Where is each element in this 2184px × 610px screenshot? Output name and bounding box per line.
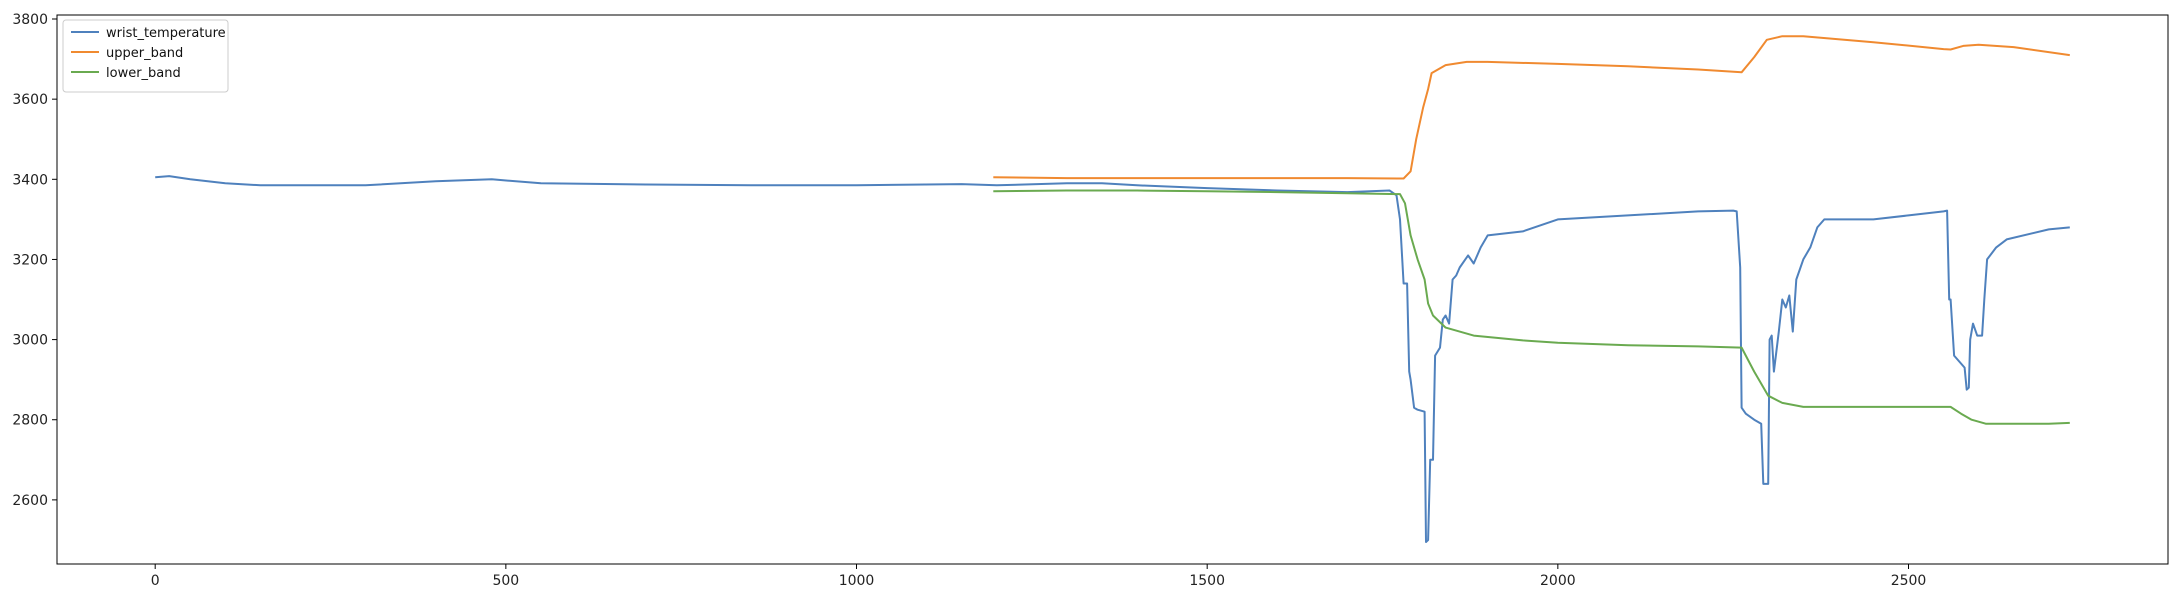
y-tick-label: 3400	[12, 172, 48, 188]
y-tick-label: 3600	[12, 92, 48, 108]
y-tick-label: 2800	[12, 413, 48, 429]
plot-frame	[56, 14, 2169, 565]
y-tick-label: 3200	[12, 252, 48, 268]
plot-area	[56, 14, 2169, 565]
series-line-lower-band	[993, 189, 2070, 425]
series-line-wrist-temperature	[155, 175, 2070, 543]
legend: wrist_temperature upper_band lower_band	[62, 19, 229, 93]
series-layer	[155, 35, 2070, 543]
series-line-upper-band	[993, 35, 2070, 180]
legend-box	[62, 19, 229, 93]
y-tick-label: 3800	[12, 12, 48, 28]
x-tick-label: 2500	[1891, 573, 1927, 589]
x-tick-label: 1000	[839, 573, 875, 589]
y-tick-label: 3000	[12, 333, 48, 349]
legend-label-upper-band: upper_band	[106, 46, 183, 61]
legend-label-lower-band: lower_band	[106, 66, 181, 81]
x-tick-label: 500	[492, 573, 519, 589]
x-tick-label: 1500	[1189, 573, 1225, 589]
y-tick-label: 2600	[12, 493, 48, 509]
legend-label-wrist-temperature: wrist_temperature	[106, 26, 226, 41]
x-tick-label: 0	[151, 573, 160, 589]
y-axis: 2600 2800 3000 3200 3400 3600 3800	[12, 12, 57, 509]
x-tick-label: 2000	[1540, 573, 1576, 589]
x-axis: 0 500 1000 1500 2000 2500	[151, 564, 1927, 589]
